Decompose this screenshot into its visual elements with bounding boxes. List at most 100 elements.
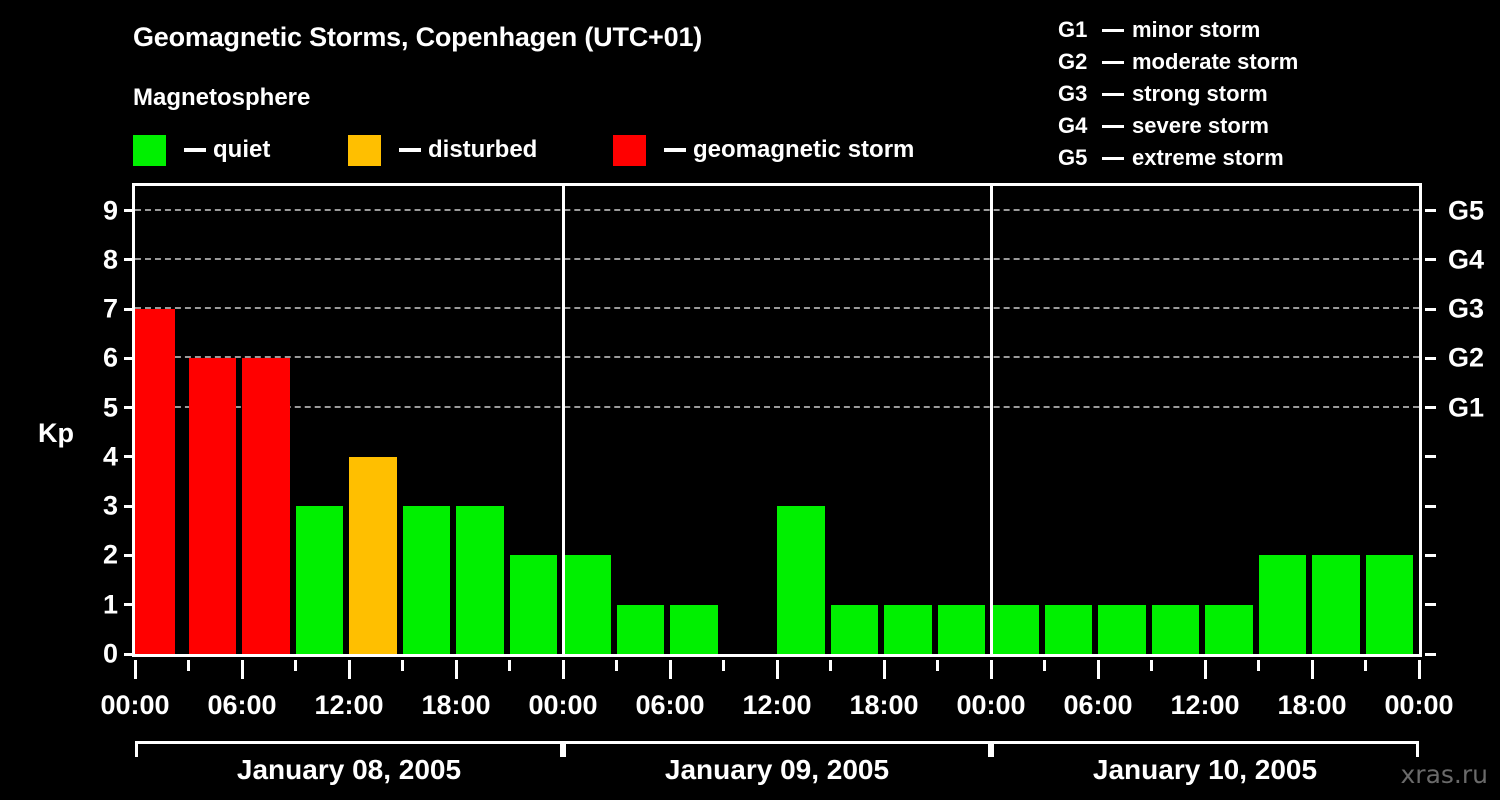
bar (295, 506, 343, 654)
g-legend-code: G1 (1058, 17, 1088, 42)
y-tick-mark-5 (124, 406, 135, 410)
x-tick-label: 06:00 (1063, 690, 1133, 720)
g-legend-code: G2 (1058, 49, 1088, 74)
x-tick-label: 18:00 (1277, 690, 1347, 720)
legend-dash-icon (184, 148, 206, 152)
x-tick-minor (294, 660, 297, 671)
x-tick-label: 00:00 (100, 690, 170, 720)
y-tick-mark-1 (124, 603, 135, 607)
y-tick-label-8: 8 (102, 244, 118, 275)
legend-label: quiet (213, 136, 271, 163)
g-axis-label-G3: G3 (1448, 293, 1485, 324)
g-legend-code: G5 (1058, 145, 1088, 170)
g-tick-mark-kp-8 (1425, 258, 1436, 262)
x-tick-minor (1257, 660, 1260, 671)
day-divider-1 (561, 186, 565, 654)
bar (509, 555, 557, 654)
x-tick-major (775, 660, 779, 679)
g-axis-label-G4: G4 (1448, 244, 1485, 275)
x-tick-major (1096, 660, 1100, 679)
bar (135, 309, 175, 654)
day-bracket-0 (135, 741, 563, 757)
g-tick-mark-kp-7 (1425, 307, 1436, 311)
legend-label: disturbed (428, 136, 538, 163)
day-bracket-2 (991, 741, 1419, 757)
legend-entry-quiet: quiet (133, 132, 270, 168)
x-tick-minor (401, 660, 404, 671)
x-tick-major (989, 660, 993, 679)
y-tick-mark-9 (124, 209, 135, 213)
x-tick-minor (722, 660, 725, 671)
y-tick-label-1: 1 (102, 589, 118, 620)
g-legend-dash-icon (1102, 28, 1124, 32)
bar (1312, 555, 1360, 654)
legend-swatch-disturbed (348, 134, 381, 166)
g-legend-dash-icon (1102, 156, 1124, 160)
gridline-kp-7 (135, 307, 1419, 310)
x-tick-major (1417, 660, 1421, 679)
x-tick-label: 00:00 (956, 690, 1026, 720)
g-tick-mark-kp-0 (1425, 652, 1436, 656)
x-tick-major (561, 660, 565, 679)
y-tick-label-0: 0 (102, 638, 118, 669)
legend-entry-geomagnetic-storm: geomagnetic storm (613, 132, 914, 168)
g-legend-row-G3: G3 strong storm (1058, 78, 1488, 110)
gridline-kp-9 (135, 208, 1419, 211)
g-tick-mark-kp-4 (1425, 455, 1436, 459)
g-legend-dash-icon (1102, 60, 1124, 64)
bar (188, 358, 236, 654)
g-legend-label: severe storm (1132, 113, 1269, 138)
g-legend-dash-icon (1102, 92, 1124, 96)
x-tick-major (347, 660, 351, 679)
gridline-kp-5 (135, 405, 1419, 408)
y-tick-label-5: 5 (102, 392, 118, 423)
day-divider-2 (989, 186, 993, 654)
y-tick-mark-7 (124, 307, 135, 311)
legend-dash-icon (399, 148, 421, 152)
y-tick-mark-3 (124, 504, 135, 508)
x-tick-minor (936, 660, 939, 671)
bar (1205, 604, 1253, 654)
g-legend-code: G3 (1058, 81, 1088, 106)
chart-subtitle: Magnetosphere (133, 84, 311, 111)
gridline-kp-8 (135, 257, 1419, 260)
x-tick-major (454, 660, 458, 679)
g-legend-code: G4 (1058, 113, 1088, 138)
y-tick-label-2: 2 (102, 539, 118, 570)
legend-dash-icon (664, 148, 686, 152)
x-tick-label: 00:00 (528, 690, 598, 720)
watermark: xras.ru (1400, 760, 1489, 789)
g-legend-dash-icon (1102, 124, 1124, 128)
g-legend-label: extreme storm (1132, 145, 1284, 170)
g-legend-row-G1: G1 minor storm (1058, 14, 1488, 46)
bar (1258, 555, 1306, 654)
g-tick-mark-kp-5 (1425, 406, 1436, 410)
g-tick-mark-kp-9 (1425, 209, 1436, 213)
gridline-kp-6 (135, 356, 1419, 359)
bar (456, 506, 504, 654)
x-tick-label: 18:00 (421, 690, 491, 720)
bar (991, 604, 1039, 654)
legend-entry-disturbed: disturbed (348, 132, 537, 168)
x-tick-label: 00:00 (1384, 690, 1454, 720)
y-axis-title: Kp (38, 418, 74, 448)
legend-swatch-quiet (133, 134, 166, 166)
x-tick-major (133, 660, 137, 679)
x-tick-minor (1150, 660, 1153, 671)
plot-area (132, 183, 1422, 657)
g-axis-label-G2: G2 (1448, 342, 1485, 373)
y-tick-label-6: 6 (102, 342, 118, 373)
x-tick-label: 06:00 (635, 690, 705, 720)
y-tick-label-9: 9 (102, 195, 118, 226)
x-tick-minor (508, 660, 511, 671)
y-tick-mark-0 (124, 652, 135, 656)
bar (349, 456, 397, 654)
bar (670, 604, 718, 654)
bar (402, 506, 450, 654)
bar (830, 604, 878, 654)
day-caption: January 08, 2005 (236, 754, 462, 785)
x-tick-major (668, 660, 672, 679)
x-tick-major (882, 660, 886, 679)
bar (777, 506, 825, 654)
